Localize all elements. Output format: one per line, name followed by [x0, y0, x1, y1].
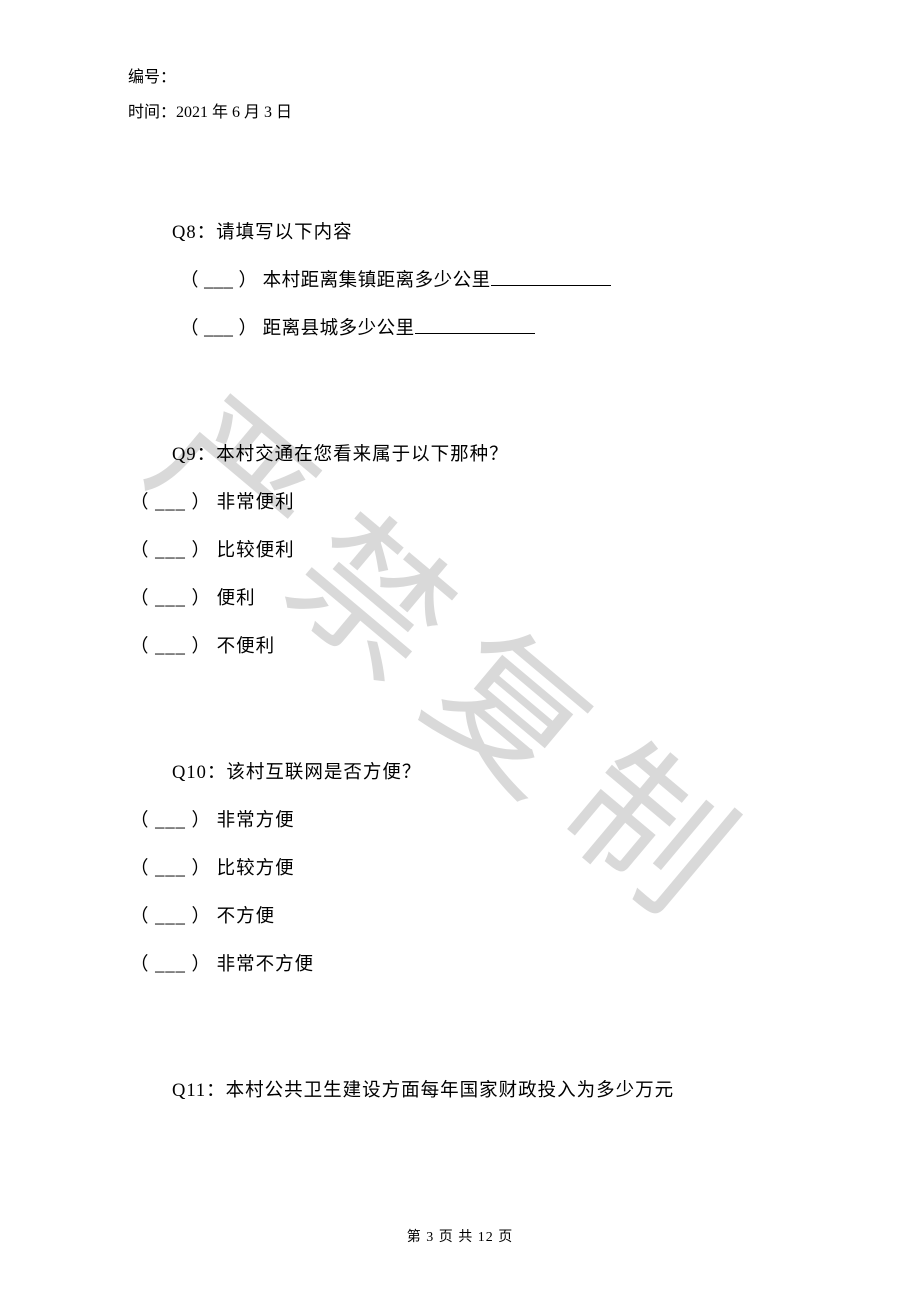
q10-option-0: （ ___ ） 非常方便 [130, 806, 790, 832]
header-id-line: 编号： [128, 64, 292, 93]
question-q11: Q11：本村公共卫生建设方面每年国家财政投入为多少万元 [130, 1076, 790, 1102]
page-footer: 第 3 页 共 12 页 [0, 1226, 920, 1246]
header-time-label: 时间： [128, 104, 176, 121]
q10-opt-3-prefix[interactable]: （ ___ ） [130, 955, 217, 975]
q9-opt-2-text: 便利 [217, 589, 256, 609]
q10-opt-3-text: 非常不方便 [217, 955, 315, 975]
q9-option-2: （ ___ ） 便利 [130, 584, 790, 610]
q8-line-0-blank[interactable] [491, 269, 611, 286]
q9-opt-0-prefix[interactable]: （ ___ ） [130, 493, 217, 513]
q9-title: Q9：本村交通在您看来属于以下那种？ [172, 440, 790, 466]
q8-line-1-blank[interactable] [415, 317, 535, 334]
q10-title: Q10：该村互联网是否方便？ [172, 758, 790, 784]
q8-line-0: （ ___ ） 本村距离集镇距离多少公里 [180, 266, 790, 292]
question-q10: Q10：该村互联网是否方便？ （ ___ ） 非常方便 （ ___ ） 比较方便… [130, 758, 790, 976]
footer-mid: 页 共 [434, 1230, 478, 1245]
content-area: Q8：请填写以下内容 （ ___ ） 本村距离集镇距离多少公里 （ ___ ） … [130, 218, 790, 1124]
q9-option-0: （ ___ ） 非常便利 [130, 488, 790, 514]
q8-line-1-text: 距离县城多少公里 [263, 319, 415, 339]
q10-opt-0-prefix[interactable]: （ ___ ） [130, 811, 217, 831]
q10-opt-2-prefix[interactable]: （ ___ ） [130, 907, 217, 927]
question-q9: Q9：本村交通在您看来属于以下那种？ （ ___ ） 非常便利 （ ___ ） … [130, 440, 790, 658]
question-q8: Q8：请填写以下内容 （ ___ ） 本村距离集镇距离多少公里 （ ___ ） … [130, 218, 790, 340]
q8-line-0-text: 本村距离集镇距离多少公里 [263, 271, 491, 291]
q9-opt-1-text: 比较便利 [217, 541, 295, 561]
footer-suffix: 页 [494, 1230, 514, 1245]
q9-opt-3-text: 不便利 [217, 637, 276, 657]
q8-title: Q8：请填写以下内容 [172, 218, 790, 244]
header-id-label: 编号： [128, 69, 176, 86]
footer-page-total: 12 [478, 1230, 494, 1245]
q9-option-1: （ ___ ） 比较便利 [130, 536, 790, 562]
q10-option-1: （ ___ ） 比较方便 [130, 854, 790, 880]
q10-opt-1-prefix[interactable]: （ ___ ） [130, 859, 217, 879]
q9-option-3: （ ___ ） 不便利 [130, 632, 790, 658]
q8-line-1-prefix[interactable]: （ ___ ） [180, 319, 263, 339]
q11-title: Q11：本村公共卫生建设方面每年国家财政投入为多少万元 [172, 1076, 790, 1102]
q10-opt-0-text: 非常方便 [217, 811, 295, 831]
q10-option-3: （ ___ ） 非常不方便 [130, 950, 790, 976]
q9-opt-2-prefix[interactable]: （ ___ ） [130, 589, 217, 609]
header-block: 编号： 时间：2021 年 6 月 3 日 [128, 64, 292, 134]
q8-line-1: （ ___ ） 距离县城多少公里 [180, 314, 790, 340]
header-time-line: 时间：2021 年 6 月 3 日 [128, 99, 292, 128]
q9-opt-0-text: 非常便利 [217, 493, 295, 513]
q10-opt-1-text: 比较方便 [217, 859, 295, 879]
q9-opt-3-prefix[interactable]: （ ___ ） [130, 637, 217, 657]
footer-prefix: 第 [407, 1230, 427, 1245]
header-time-value: 2021 年 6 月 3 日 [176, 104, 292, 121]
q10-option-2: （ ___ ） 不方便 [130, 902, 790, 928]
q9-opt-1-prefix[interactable]: （ ___ ） [130, 541, 217, 561]
q8-line-0-prefix[interactable]: （ ___ ） [180, 271, 263, 291]
q10-opt-2-text: 不方便 [217, 907, 276, 927]
